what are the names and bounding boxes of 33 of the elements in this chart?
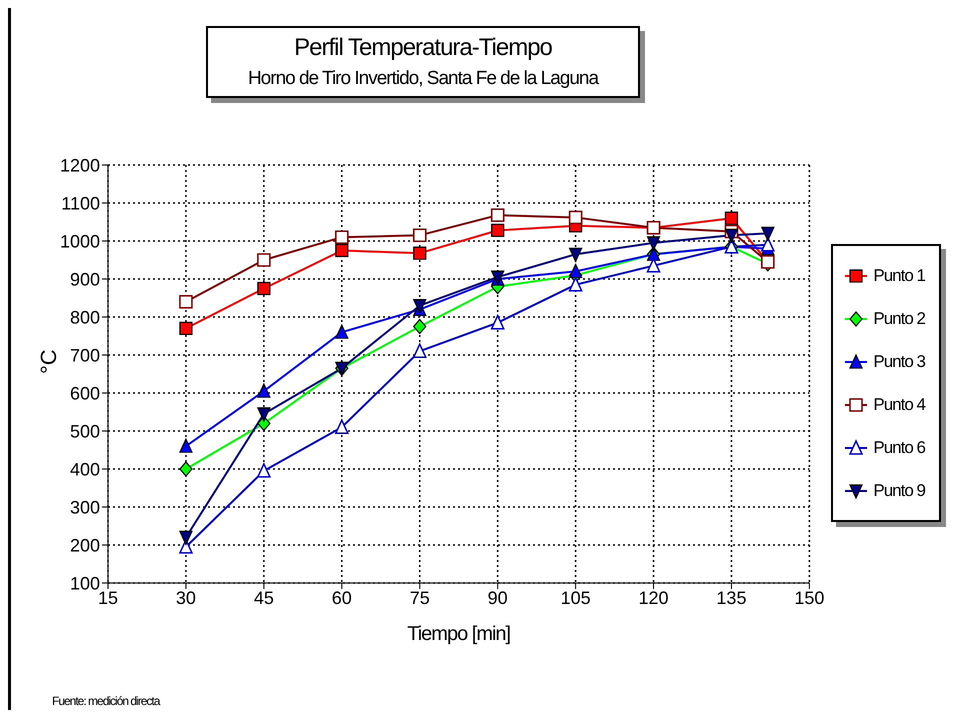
chart-title: Perfil Temperatura-Tiempo <box>293 34 553 62</box>
x-tick-label: 120 <box>638 588 669 608</box>
y-tick-label: 1200 <box>60 155 100 176</box>
x-tick-label: 105 <box>560 588 591 608</box>
x-tick-label: 90 <box>488 588 508 608</box>
y-tick-label: 1100 <box>61 193 100 214</box>
y-axis-title: °C <box>36 349 61 374</box>
x-tick-label: 75 <box>410 588 430 608</box>
y-tick-label: 200 <box>70 535 100 556</box>
x-axis-title: Tiempo [min] <box>407 623 511 645</box>
x-tick-label: 60 <box>332 588 352 608</box>
y-tick-label: 900 <box>70 269 100 290</box>
x-tick-label: 30 <box>176 588 196 608</box>
y-tick-label: 400 <box>70 459 100 480</box>
y-tick-label: 800 <box>70 307 100 328</box>
legend-label: Punto 3 <box>873 352 926 372</box>
legend-label: Punto 9 <box>873 480 926 500</box>
y-tick-label: 700 <box>70 345 100 366</box>
chart-subtitle: Horno de Tiro Invertido, Santa Fe de la Laguna <box>246 68 600 90</box>
legend-label: Punto 1 <box>873 266 926 286</box>
x-tick-label: 150 <box>794 588 824 608</box>
y-tick-label: 500 <box>70 421 100 442</box>
y-tick-label: 300 <box>70 497 100 518</box>
y-tick-label: 1000 <box>60 231 100 252</box>
legend-label: Punto 2 <box>873 308 926 328</box>
y-tick-label: 600 <box>70 383 100 404</box>
y-tick-label: 100 <box>70 573 100 594</box>
legend-label: Punto 4 <box>873 394 926 414</box>
source-note: Fuente: medición directa <box>52 694 160 708</box>
x-tick-label: 45 <box>254 588 274 608</box>
legend-label: Punto 6 <box>873 438 926 458</box>
x-tick-label: 15 <box>98 588 118 608</box>
x-tick-label: 135 <box>716 588 746 608</box>
